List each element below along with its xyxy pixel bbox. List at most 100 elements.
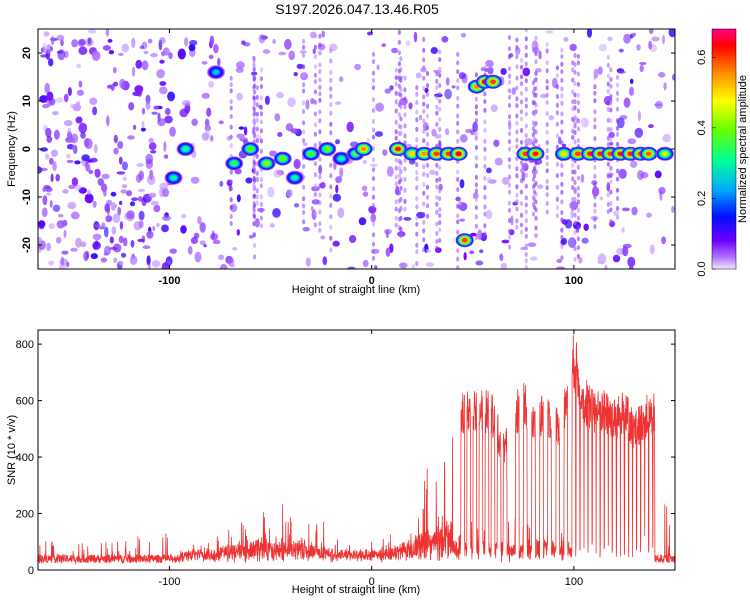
noise-streak [571,106,575,112]
noise-streak [438,72,442,78]
noise-blob [159,59,165,64]
noise-blob [153,204,161,213]
noise-streak [483,211,487,217]
noise-blob [90,253,98,260]
noise-blob [161,262,170,269]
noise-blob [94,144,98,154]
noise-blob [121,184,128,189]
noise-streak [397,61,401,67]
noise-streak [371,167,376,173]
noise-streak [532,183,537,188]
noise-streak [606,209,610,215]
noise-streak [313,72,317,78]
noise-streak [394,129,398,135]
noise-streak [545,185,549,191]
noise-streak [573,212,577,218]
noise-blob [634,127,644,138]
noise-streak [252,201,256,206]
noise-streak [573,239,577,245]
noise-blob [654,170,662,179]
noise-streak [403,157,407,163]
noise-streak [229,124,233,130]
noise-blob [671,73,675,81]
noise-blob [148,137,154,143]
noise-streak [474,72,478,78]
noise-streak [474,135,478,141]
noise-streak [425,141,430,147]
noise-streak [524,165,528,171]
noise-blob [126,210,135,219]
noise-blob [121,43,129,53]
noise-streak [313,122,317,128]
noise-blob [219,263,228,269]
noise-blob [159,37,166,44]
noise-streak [422,101,426,107]
noise-streak [524,44,528,50]
snr-panel: -100 0 100 800 600 400 200 0 Height of straigh… [6,329,676,596]
noise-blob [136,163,144,167]
x-tick-label: 0 [369,576,375,588]
noise-streak [399,67,403,72]
noise-blob [204,124,211,132]
spectrogram-peak [338,156,345,161]
noise-streak [507,79,512,85]
noise-streak [573,246,577,252]
noise-streak [606,192,610,198]
noise-streak [524,233,528,239]
noise-streak [435,195,439,201]
noise-streak [415,91,419,97]
noise-streak [255,153,259,159]
noise-streak [474,127,478,132]
noise-streak [593,124,597,130]
noise-streak [371,146,376,152]
noise-blob [66,153,71,159]
noise-streak [255,188,259,194]
noise-streak [438,188,442,194]
noise-streak [456,51,460,57]
noise-blob [112,243,122,253]
noise-streak [483,231,487,237]
noise-streak [399,124,403,130]
noise-blob [362,159,367,165]
noise-blob [599,196,604,201]
noise-streak [318,50,322,56]
noise-streak [555,73,560,78]
noise-streak [313,89,317,95]
noise-streak [371,127,376,133]
noise-streak [524,123,528,129]
noise-blob [245,177,253,184]
noise-streak [545,68,549,74]
noise-streak [593,216,597,222]
noise-blob [130,201,135,207]
noise-streak [329,121,333,127]
noise-streak [555,196,560,202]
noise-streak [507,218,512,223]
noise-blob [663,82,667,91]
noise-streak [519,160,524,166]
noise-streak [507,131,512,137]
noise-streak [415,126,419,132]
noise-streak [615,176,620,182]
noise-blob [161,224,169,233]
noise-streak [545,140,549,146]
noise-blob [621,227,625,233]
noise-streak [474,163,478,169]
noise-blob [415,72,422,79]
noise-blob [94,168,101,178]
noise-blob [46,242,51,252]
noise-streak [573,169,577,175]
noise-streak [524,61,528,67]
noise-blob [88,29,97,34]
noise-streak [609,126,613,132]
noise-blob [464,129,473,133]
noise-streak [456,248,460,254]
noise-streak [576,207,581,213]
noise-streak [456,219,460,225]
noise-blob [425,249,432,253]
colorbar-tick-label: 0.2 [696,191,708,206]
noise-blob [164,115,173,124]
spectrogram-peak [574,151,581,157]
noise-blob [46,91,54,101]
noise-streak [573,81,577,86]
noise-streak [329,224,333,230]
